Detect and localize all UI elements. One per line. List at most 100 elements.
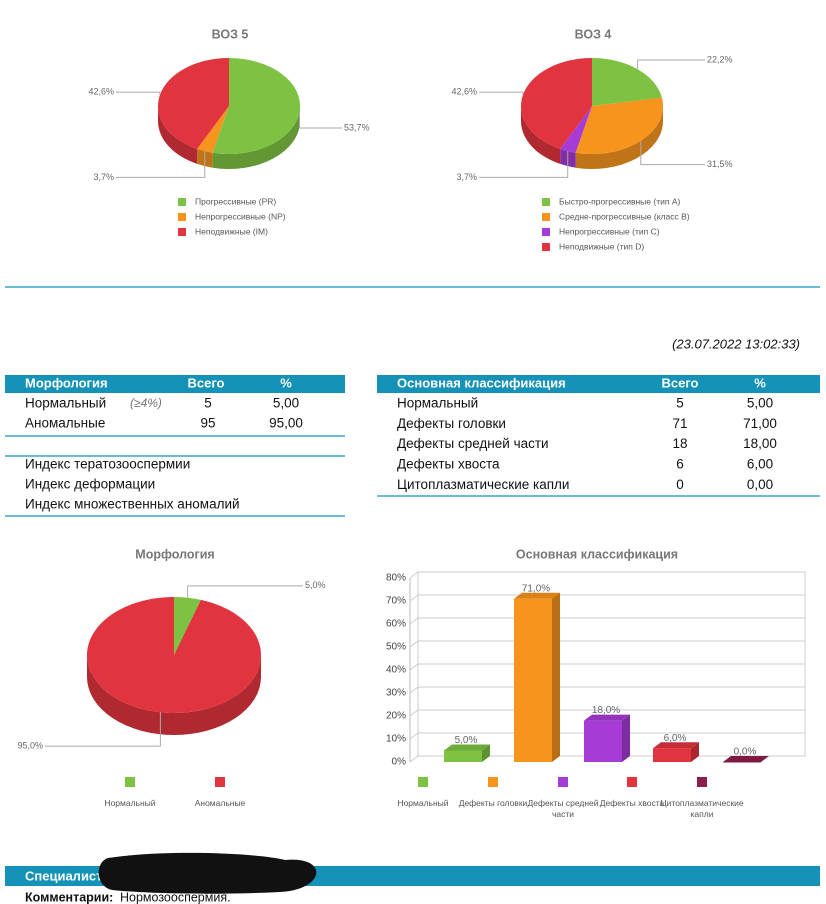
bar-side [622,714,630,762]
table-cell: 95 [200,416,215,431]
table-cell: 5,00 [273,396,299,411]
bar-top [514,592,560,599]
legend-label: Неподвижные (IM) [195,226,268,236]
grid-line [409,571,805,579]
table-note: (≥4%) [130,396,162,410]
table-cell: 95,00 [269,416,303,431]
bar-label: 5,0% [455,735,478,746]
y-tick-label: 80% [386,573,406,584]
pie-slice [197,106,229,153]
bar-side [552,592,560,762]
legend-label: Нормальный [397,798,449,808]
legend-swatch [488,777,498,787]
leader-line [640,140,705,166]
slice-label: 3,7% [456,172,477,182]
table-cell: Дефекты средней части [397,436,549,451]
index-label: Индекс деформации [25,477,155,492]
table-header: % [754,375,766,390]
y-tick-label: 40% [386,665,406,676]
table-header-bg [5,375,345,393]
leader-line [299,111,342,129]
table-cell: 71 [672,416,687,431]
pie-slice [521,58,592,149]
slice-label: 5,0% [305,580,326,590]
slice-label: 53,7% [344,122,370,132]
legend-swatch [542,213,550,221]
legend-swatch [125,777,135,787]
legend-label: Дефекты хвоста [599,798,665,808]
chart-title: Основная классификация [516,547,678,561]
legend-swatch [558,777,568,787]
grid-line [409,686,805,694]
slice-side [158,106,198,164]
index-label: Индекс тератозооспермии [25,457,190,472]
table-cell: Цитоплазматические капли [397,477,569,492]
slice-label: 31,5% [707,159,733,169]
bar [653,748,691,762]
leader-line [116,91,161,95]
legend-swatch [178,198,186,206]
table-cell: Аномальные [25,416,105,431]
bar-top [444,744,490,751]
legend-label: Нормальный [104,798,156,808]
table-cell: Нормальный [397,396,478,411]
legend-swatch [178,228,186,236]
bar-top [584,714,630,721]
bar [723,762,761,763]
table-cell: 5 [676,396,684,411]
y-tick-label: 20% [386,711,406,722]
grid-line [409,640,805,648]
y-tick-label: 50% [386,642,406,653]
legend-swatch [178,213,186,221]
table-cell: 5,00 [747,396,773,411]
slice-side [521,106,561,164]
specialist-label: Специалист: [25,868,107,883]
bar-label: 0,0% [734,747,757,758]
y-tick-label: 70% [386,596,406,607]
bar-label: 18,0% [592,705,620,716]
y-tick-label: 10% [386,734,406,745]
table-cell: 71,00 [743,416,777,431]
table-header: % [280,375,292,390]
slice-label: 42,6% [88,87,114,97]
grid-line [409,594,805,602]
redaction [98,852,317,894]
pie-slice [86,597,261,713]
table-cell: Дефекты хвоста [397,456,500,471]
y-tick-label: 60% [386,619,406,630]
y-tick-label: 30% [386,688,406,699]
legend-label: Средне-прогрессивные (класс B) [559,211,690,221]
table-header: Всего [661,375,698,390]
bar-top [653,742,699,749]
legend-label: Непрогрессивные (NP) [195,211,286,221]
legend-swatch [542,198,550,206]
grid-line [409,617,805,625]
pie-slice [560,106,592,153]
slice-label: 95,0% [17,741,43,751]
table-header: Всего [187,375,224,390]
table-cell: 6 [676,456,684,471]
legend-swatch [627,777,637,787]
legend-swatch [418,777,428,787]
bar-side [691,742,699,762]
grid-line [409,732,805,740]
bar-label: 71,0% [522,583,550,594]
pie-slice [174,597,201,655]
table-cell: 6,00 [747,456,773,471]
legend-swatch [542,243,550,251]
bar-side [482,744,490,762]
pie-slice [592,58,662,106]
table-cell: 5 [204,396,212,411]
chart-title: ВОЗ 5 [212,27,249,41]
chart-title: Морфология [135,547,214,561]
leader-line [45,712,161,747]
leader-line [479,91,524,95]
table-header: Морфология [25,375,108,390]
pie-slice [575,97,663,154]
legend-label: Непрогрессивные (тип C) [559,226,660,236]
slice-side [212,106,300,169]
pie-slice [158,58,229,149]
bar-top [723,756,769,762]
